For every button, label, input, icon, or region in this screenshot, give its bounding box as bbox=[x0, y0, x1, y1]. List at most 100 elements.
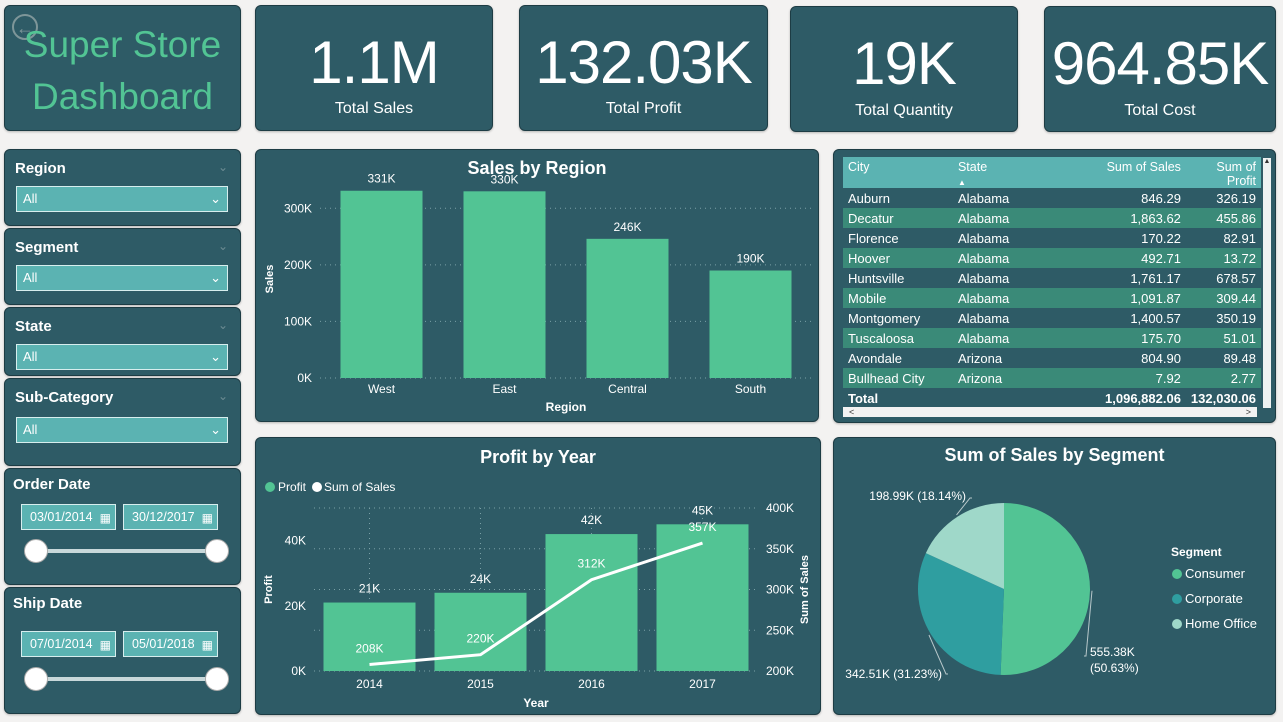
collapse-chevron-icon[interactable]: ⌄ bbox=[217, 389, 228, 403]
dropdown-value: All bbox=[23, 349, 38, 364]
scroll-left-icon[interactable]: < bbox=[849, 407, 855, 417]
slicer-label: Segment bbox=[15, 239, 79, 256]
chart-title: Profit by Year bbox=[480, 447, 596, 467]
ship-date-slider-end-handle[interactable] bbox=[205, 667, 229, 691]
order-date-slider-track[interactable] bbox=[40, 549, 220, 553]
calendar-icon[interactable]: ▦ bbox=[201, 511, 213, 525]
order-date-to-input[interactable]: 30/12/2017 ▦ bbox=[123, 504, 218, 530]
pie-slice-corporate bbox=[918, 553, 1004, 675]
calendar-icon[interactable]: ▦ bbox=[99, 511, 111, 525]
title-card: ← Super Store Dashboard bbox=[4, 5, 241, 131]
city-cell: Decatur bbox=[843, 208, 953, 228]
column-header-sum-of-sales[interactable]: Sum of Sales bbox=[1080, 157, 1186, 188]
collapse-chevron-icon[interactable]: ⌄ bbox=[217, 239, 228, 253]
profit-cell: 82.91 bbox=[1185, 228, 1261, 248]
profit-cell: 51.01 bbox=[1185, 328, 1261, 348]
kpi-value: 1.1M bbox=[309, 29, 439, 96]
order-date-slider-start-handle[interactable] bbox=[24, 539, 48, 563]
scroll-up-icon[interactable]: ▲ bbox=[1263, 158, 1271, 165]
chevron-down-icon: ⌄ bbox=[210, 270, 221, 285]
legend-label: Consumer bbox=[1185, 566, 1246, 581]
sales-by-region-plot: 0K 100K 200K 300K 331K West 330K East 246K Centra… bbox=[264, 172, 812, 414]
table-row[interactable]: Hoover Alabama 492.71 13.72 bbox=[843, 248, 1261, 268]
column-header-state[interactable]: State ▲ bbox=[952, 157, 1081, 188]
table-row[interactable]: Decatur Alabama 1,863.62 455.86 bbox=[843, 208, 1261, 228]
table-row[interactable]: Avondale Arizona 804.90 89.48 bbox=[843, 348, 1261, 368]
chevron-down-icon: ⌄ bbox=[210, 422, 221, 437]
date-value: 07/01/2014 bbox=[30, 637, 93, 651]
profit-label: 45K bbox=[692, 503, 713, 517]
sales-by-region-chart[interactable]: Sales by Region 0K 100K 200K 300K 331K West 33… bbox=[255, 149, 819, 422]
dashboard-title-line1: Super Store bbox=[23, 24, 222, 65]
table-header-row: City State ▲ Sum of Sales Sum of Profit bbox=[843, 157, 1261, 188]
kpi-value: 132.03K bbox=[535, 29, 753, 96]
state-cell: Alabama bbox=[952, 228, 1081, 248]
y-tick-label: 0K bbox=[291, 664, 306, 678]
total-profit: 132,030.06 bbox=[1190, 390, 1256, 406]
sales-cell: 1,091.87 bbox=[1080, 288, 1186, 308]
ship-date-to-input[interactable]: 05/01/2018 ▦ bbox=[123, 631, 218, 657]
segment-dropdown[interactable]: All ⌄ bbox=[16, 265, 228, 291]
city-cell: Bullhead City bbox=[843, 368, 953, 388]
state-cell: Alabama bbox=[952, 308, 1081, 328]
table-row[interactable]: Florence Alabama 170.22 82.91 bbox=[843, 228, 1261, 248]
state-dropdown[interactable]: All ⌄ bbox=[16, 344, 228, 370]
kpi-label: Total Cost bbox=[1124, 102, 1196, 119]
calendar-icon[interactable]: ▦ bbox=[201, 638, 213, 652]
profit-label: 42K bbox=[581, 513, 602, 527]
kpi-total-sales: 1.1M Total Sales bbox=[255, 5, 493, 131]
subcategory-dropdown[interactable]: All ⌄ bbox=[16, 417, 228, 443]
table-row[interactable]: Mobile Alabama 1,091.87 309.44 bbox=[843, 288, 1261, 308]
y-tick-label: 200K bbox=[284, 258, 312, 272]
order-date-from-input[interactable]: 03/01/2014 ▦ bbox=[21, 504, 116, 530]
ship-date-slider-track[interactable] bbox=[40, 677, 220, 681]
state-cell: Alabama bbox=[952, 268, 1081, 288]
kpi-label: Total Profit bbox=[605, 100, 682, 117]
collapse-chevron-icon[interactable]: ⌄ bbox=[217, 160, 228, 174]
sales-by-segment-chart[interactable]: Sum of Sales by Segment 555.38K (50.63%) 3… bbox=[833, 437, 1276, 715]
state-cell: Arizona bbox=[952, 348, 1081, 368]
y2-axis-title: Sum of Sales bbox=[799, 555, 811, 624]
sales-cell: 1,863.62 bbox=[1080, 208, 1186, 228]
calendar-icon[interactable]: ▦ bbox=[99, 638, 111, 652]
table-row[interactable]: Huntsville Alabama 1,761.17 678.57 bbox=[843, 268, 1261, 288]
state-cell: Alabama bbox=[952, 288, 1081, 308]
total-label: Total bbox=[848, 390, 879, 406]
horizontal-scrollbar[interactable]: < > bbox=[843, 407, 1257, 417]
column-header-city[interactable]: City bbox=[843, 157, 953, 188]
column-header-sum-of-profit[interactable]: Sum of Profit bbox=[1185, 157, 1261, 188]
legend-label-profit: Profit bbox=[278, 480, 307, 494]
table-row[interactable]: Montgomery Alabama 1,400.57 350.19 bbox=[843, 308, 1261, 328]
sales-label: 312K bbox=[577, 557, 605, 571]
vertical-scrollbar[interactable]: ▲ bbox=[1263, 158, 1271, 408]
order-date-slider-end-handle[interactable] bbox=[205, 539, 229, 563]
table-row[interactable]: Bullhead City Arizona 7.92 2.77 bbox=[843, 368, 1261, 388]
sales-cell: 7.92 bbox=[1080, 368, 1186, 388]
ship-date-slider-start-handle[interactable] bbox=[24, 667, 48, 691]
region-dropdown[interactable]: All ⌄ bbox=[16, 186, 228, 212]
collapse-chevron-icon[interactable]: ⌄ bbox=[217, 318, 228, 332]
table-row[interactable]: Auburn Alabama 846.29 326.19 bbox=[843, 188, 1261, 208]
profit-by-year-chart[interactable]: Profit by Year Profit Sum of Sales 0K 20K 40… bbox=[255, 437, 821, 715]
data-label: 331K bbox=[367, 172, 395, 186]
back-arrow-icon[interactable]: ← bbox=[12, 14, 38, 40]
scroll-right-icon[interactable]: > bbox=[1245, 407, 1251, 417]
bar-2014 bbox=[323, 602, 416, 671]
city-sales-table[interactable]: City State ▲ Sum of Sales Sum of Profit A… bbox=[833, 149, 1276, 423]
region-slicer: Region ⌄ All ⌄ bbox=[4, 149, 241, 226]
profit-label: 24K bbox=[470, 572, 491, 586]
y2-tick-label: 350K bbox=[766, 542, 794, 556]
y-tick-label: 100K bbox=[284, 314, 312, 328]
ship-date-from-input[interactable]: 07/01/2014 ▦ bbox=[21, 631, 116, 657]
y-tick-label: 300K bbox=[284, 201, 312, 215]
bar-west bbox=[340, 190, 423, 378]
sales-by-segment-plot: 555.38K (50.63%) 342.51K (31.23%) 198.99K (… bbox=[845, 489, 1257, 681]
legend-dot bbox=[1172, 594, 1182, 604]
city-cell: Hoover bbox=[843, 248, 953, 268]
table-row[interactable]: Tuscaloosa Alabama 175.70 51.01 bbox=[843, 328, 1261, 348]
y2-tick-label: 200K bbox=[766, 664, 794, 678]
table-container: City State ▲ Sum of Sales Sum of Profit A… bbox=[843, 157, 1261, 408]
legend-dot-profit bbox=[265, 482, 275, 492]
dropdown-value: All bbox=[23, 191, 38, 206]
date-value: 03/01/2014 bbox=[30, 510, 93, 524]
